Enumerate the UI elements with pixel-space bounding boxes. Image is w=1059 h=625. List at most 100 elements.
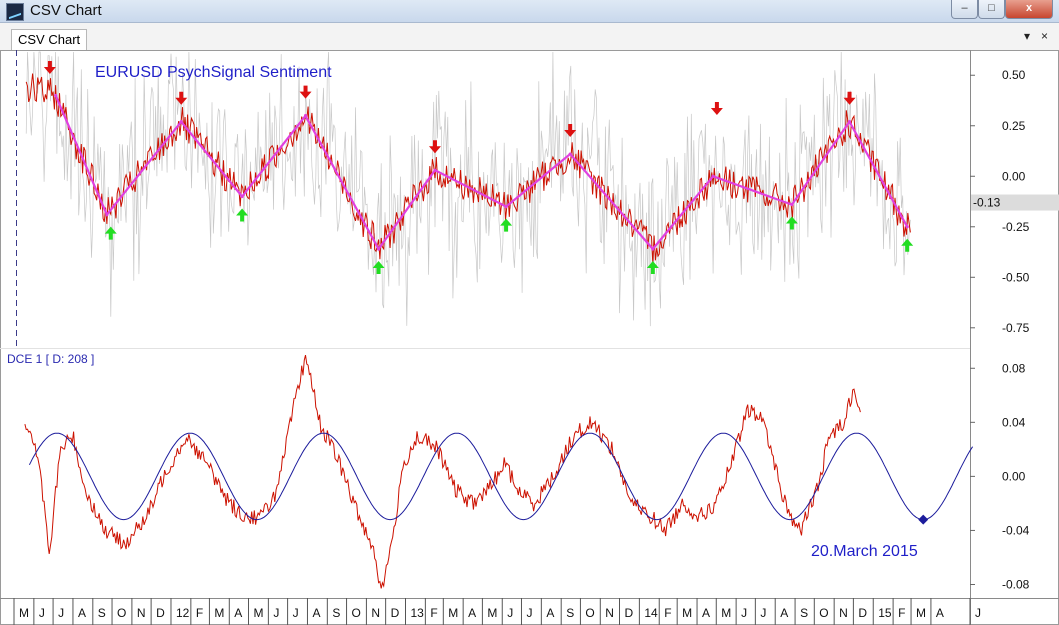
lower-y-tick-label: 0.04 (1002, 415, 1026, 429)
minimize-button[interactable]: – (951, 0, 978, 19)
time-tick-label: S (332, 606, 340, 620)
time-tick-label: O (117, 606, 126, 620)
maximize-button[interactable]: □ (978, 0, 1005, 19)
time-tick-label: J (526, 606, 532, 620)
red-down-arrow-icon (843, 91, 856, 105)
upper-y-tick-label: 0.50 (1002, 68, 1026, 82)
upper-y-tick-label: -0.50 (1002, 270, 1030, 284)
time-tick-label: J (58, 606, 64, 620)
time-tick-label: D (391, 606, 400, 620)
zigzag-point (651, 247, 655, 251)
time-tick-label: M (19, 606, 29, 620)
last-value-box (971, 194, 1059, 211)
time-tick-label: N (839, 606, 848, 620)
close-button[interactable]: x (1005, 0, 1053, 19)
time-tick-label: J (507, 606, 513, 620)
raw-sentiment-line (25, 51, 911, 327)
time-tick-label: A (468, 606, 476, 620)
time-tick-label: J (273, 606, 279, 620)
time-tick-label: M (254, 606, 264, 620)
time-tick-label: J (975, 606, 981, 620)
red-down-arrow-icon (299, 85, 312, 99)
upper-y-tick-label: 0.25 (1002, 119, 1026, 133)
lower-y-tick-label: -0.08 (1002, 577, 1030, 591)
time-tick-label: N (371, 606, 380, 620)
time-tick-label: J (293, 606, 299, 620)
zigzag-point (105, 213, 109, 217)
time-tick-label: J (741, 606, 747, 620)
time-tick-label: M (487, 606, 497, 620)
time-tick-label: 14 (644, 606, 658, 620)
time-tick-label: 15 (878, 606, 892, 620)
time-tick-label: 12 (176, 606, 190, 620)
trough-annotation: 20.March 2015 (811, 543, 918, 560)
time-tick-label: D (156, 606, 165, 620)
time-tick-label: F (196, 606, 203, 620)
dce-label: DCE 1 [ D: 208 ] (7, 352, 94, 366)
green-up-arrow-icon (104, 226, 117, 240)
tab-menu-button[interactable]: ▾ (1024, 29, 1031, 43)
lower-y-tick-label: -0.04 (1002, 523, 1030, 537)
window-titlebar: CSV Chart – □ x (0, 0, 1059, 23)
last-value-label: -0.13 (973, 196, 1001, 210)
zigzag-point (303, 114, 308, 118)
zigzag-line (54, 94, 909, 252)
green-up-arrow-icon (785, 216, 798, 230)
oscillator-line (24, 354, 861, 589)
time-tick-label: D (625, 606, 634, 620)
zigzag-point (504, 204, 508, 209)
green-up-arrow-icon (646, 261, 659, 274)
time-tick-label: M (214, 606, 224, 620)
time-tick-label: A (936, 606, 944, 620)
time-tick-label: A (780, 606, 788, 620)
time-tick-label: D (858, 606, 867, 620)
time-tick-label: M (721, 606, 731, 620)
time-tick-label: J (39, 606, 45, 620)
raw-sentiment-series (25, 51, 911, 327)
chart-title: EURUSD PsychSignal Sentiment (95, 64, 332, 81)
red-down-arrow-icon (710, 102, 723, 115)
zigzag-point (790, 202, 794, 207)
green-up-arrow-icon (901, 238, 914, 252)
green-up-arrow-icon (236, 208, 249, 222)
time-tick-label: N (137, 606, 146, 620)
zigzag-point (905, 225, 909, 229)
time-tick-label: S (98, 606, 106, 620)
time-tick-label: M (682, 606, 692, 620)
time-tick-label: A (702, 606, 710, 620)
zigzag-point (54, 93, 58, 98)
time-tick-label: A (78, 606, 86, 620)
green-up-arrow-icon (372, 261, 385, 274)
time-tick-label: F (898, 606, 905, 620)
lower-y-tick-label: 0.00 (1002, 469, 1026, 483)
red-down-arrow-icon (564, 124, 577, 138)
chart-app-icon (6, 3, 24, 21)
tab-close-button[interactable]: × (1041, 29, 1049, 43)
time-tick-label: A (234, 606, 242, 620)
zigzag-point (240, 194, 244, 199)
time-tick-label: J (760, 606, 766, 620)
zigzag-point (568, 152, 572, 156)
time-tick-label: M (448, 606, 458, 620)
red-down-arrow-icon (428, 140, 441, 154)
cycle-trough-marker (918, 514, 929, 525)
zigzag-point (433, 168, 437, 172)
sentiment-line (25, 73, 911, 264)
time-tick-label: O (819, 606, 828, 620)
time-tick-label: N (605, 606, 614, 620)
upper-y-tick-label: -0.25 (1002, 220, 1030, 234)
red-down-arrow-icon (43, 61, 56, 74)
tab-csv-chart[interactable]: CSV Chart (11, 29, 88, 51)
green-up-arrow-icon (500, 218, 513, 232)
cycle-line (28, 432, 974, 521)
chart-area[interactable]: 0.500.250.00-0.25-0.50-0.750.080.040.00-… (0, 50, 1059, 625)
time-tick-label: A (312, 606, 320, 620)
time-tick-label: 13 (410, 606, 424, 620)
lower-y-tick-label: 0.08 (1002, 361, 1026, 375)
time-tick-label: F (664, 606, 671, 620)
upper-y-tick-label: -0.75 (1002, 321, 1030, 335)
zigzag-point (847, 120, 852, 124)
time-tick-label: O (585, 606, 594, 620)
red-down-arrow-icon (175, 91, 188, 105)
zigzag-point (179, 120, 183, 124)
